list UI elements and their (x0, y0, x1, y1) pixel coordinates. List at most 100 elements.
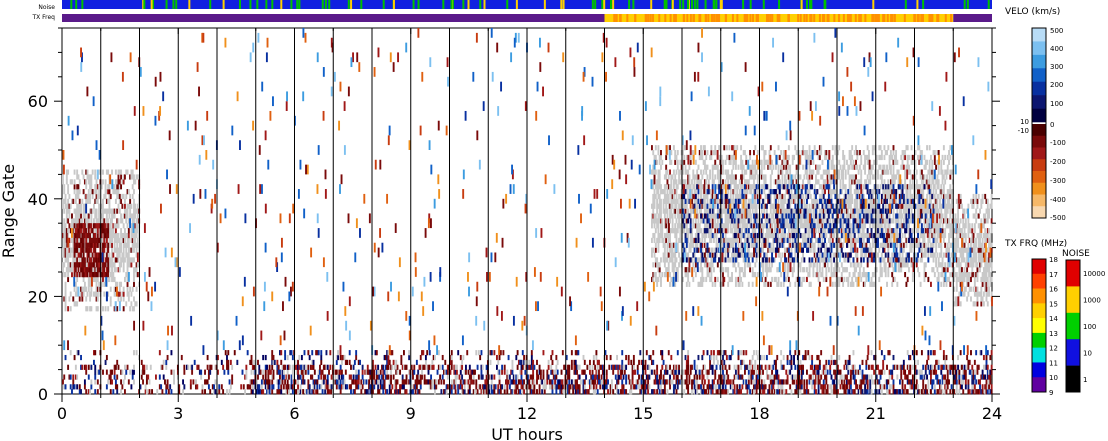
echo-cell (771, 223, 774, 229)
noise-mark (350, 0, 353, 9)
echo-cell (724, 208, 727, 214)
echo-cell (705, 213, 708, 219)
echo-cell (780, 281, 783, 287)
echo-cell (741, 228, 744, 234)
echo-cell (104, 223, 107, 229)
echo-cell (738, 276, 741, 283)
echo-cell (747, 232, 750, 239)
echo-cell (95, 213, 98, 219)
echo-cell (662, 208, 665, 214)
echo-cell (687, 184, 690, 190)
echo-cell (780, 218, 783, 224)
echo-cell (67, 169, 70, 175)
echo-cell (851, 154, 854, 161)
echo-cell (98, 184, 101, 190)
echo-cell (96, 184, 99, 190)
echo-cell (736, 193, 739, 200)
echo-cell (791, 174, 794, 180)
echo-cell (665, 174, 668, 180)
echo-cell (713, 267, 715, 273)
txfreq-segment (953, 14, 992, 22)
echo-cell (729, 198, 732, 204)
echo-cell (904, 174, 907, 180)
echo-cell (900, 154, 903, 161)
echo-cell (917, 242, 919, 248)
echo-cell (85, 286, 88, 292)
echo-cell (87, 174, 90, 180)
echo-cell (740, 145, 743, 151)
echo-cell (825, 267, 828, 273)
echo-cell (816, 169, 819, 175)
echo-cell (732, 179, 735, 185)
echo-cell (744, 237, 746, 244)
echo-cell (703, 145, 706, 151)
echo-cell (886, 208, 888, 214)
echo-cell (736, 218, 739, 224)
echo-cell (944, 154, 947, 161)
noise-mark (987, 0, 990, 9)
echo-cell (775, 208, 777, 214)
echo-cell (108, 276, 111, 283)
echo-cell (73, 228, 76, 234)
echo-cell (750, 218, 753, 224)
echo-cell (914, 242, 917, 248)
echo-cell (693, 267, 696, 273)
echo-cell (886, 242, 888, 248)
echo-cell (784, 262, 786, 268)
echo-cell (751, 267, 754, 273)
echo-cell (844, 208, 847, 214)
echo-cell (74, 291, 77, 297)
echo-cell (684, 203, 687, 209)
echo-cell (657, 223, 660, 229)
echo-cell (939, 189, 941, 195)
echo-cell (697, 281, 700, 287)
txfreq-mark (724, 14, 727, 22)
echo-cell (124, 203, 126, 209)
echo-cell (865, 272, 868, 278)
echo-cell (107, 223, 110, 229)
echo-cell (76, 272, 79, 278)
echo-cell (851, 228, 854, 234)
echo-cell (74, 242, 77, 248)
echo-cell (755, 232, 758, 239)
echo-cell (795, 257, 798, 263)
echo-cell (886, 218, 888, 224)
echo-cell (780, 203, 783, 209)
echo-cell (811, 242, 814, 248)
echo-cell (839, 198, 842, 204)
echo-cell (829, 174, 832, 180)
echo-cell (706, 150, 709, 156)
echo-cell (691, 257, 693, 263)
echo-cell (932, 242, 935, 248)
echo-cell (851, 174, 854, 180)
echo-cell (709, 267, 712, 273)
echo-cell (728, 174, 731, 180)
echo-cell (104, 193, 107, 200)
echo-cell (790, 193, 793, 200)
echo-cell (922, 193, 925, 200)
echo-cell (86, 232, 89, 239)
echo-cell (818, 232, 821, 239)
echo-cell (754, 198, 757, 204)
echo-cell (763, 179, 766, 185)
echo-cell (672, 272, 675, 278)
echo-cell (837, 242, 839, 248)
echo-cell (134, 213, 137, 219)
echo-cell (732, 189, 735, 195)
echo-cell (653, 169, 656, 175)
echo-cell (782, 203, 785, 209)
echo-cell (742, 252, 745, 258)
echo-cell (130, 232, 133, 239)
echo-cell (665, 169, 668, 175)
echo-cell (900, 262, 903, 268)
echo-cell (64, 237, 67, 244)
echo-cell (105, 242, 108, 248)
echo-cell (908, 228, 910, 234)
echo-cell (864, 154, 867, 161)
echo-cell (756, 179, 759, 185)
echo-cell (714, 164, 717, 170)
echo-cell (782, 208, 785, 214)
echo-cell (759, 228, 762, 234)
echo-cell (111, 262, 113, 268)
echo-cell (808, 174, 811, 180)
